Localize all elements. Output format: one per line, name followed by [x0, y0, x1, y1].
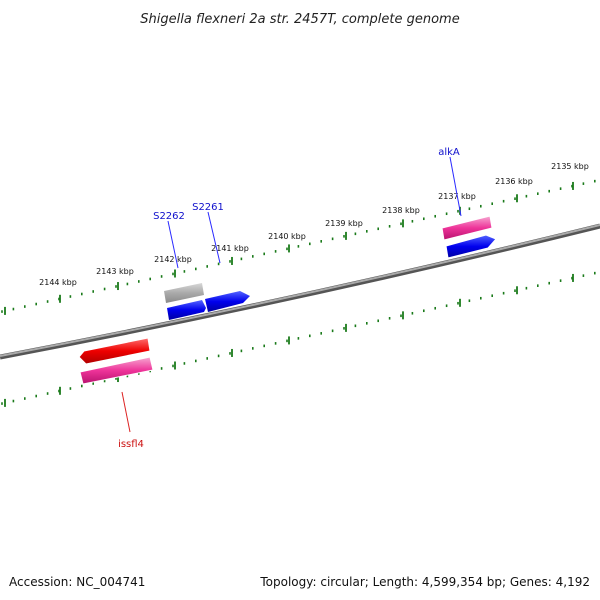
- map-title: Shigella flexneri 2a str. 2457T, complet…: [140, 12, 459, 27]
- feature-issfl4-red[interactable]: [78, 337, 151, 365]
- feature-S2262-blue[interactable]: [167, 300, 206, 320]
- feature-alkA-pink[interactable]: [441, 215, 493, 241]
- gene-label-S2261[interactable]: S2261: [192, 202, 224, 213]
- scale-label: 2141 kbp: [211, 244, 249, 253]
- topology-summary: Topology: circular; Length: 4,599,354 bp…: [259, 575, 590, 589]
- leader-line: [207, 211, 221, 264]
- gene-label-issfl4[interactable]: issfl4: [118, 439, 144, 450]
- scale-label: 2143 kbp: [96, 267, 134, 276]
- scale-label: 2136 kbp: [495, 177, 533, 186]
- gene-label-S2262[interactable]: S2262: [153, 211, 185, 222]
- feature-alkA-blue[interactable]: [445, 234, 497, 259]
- upper-ruler: [1, 179, 596, 315]
- genome-backbone: [0, 223, 600, 360]
- leader-line: [121, 391, 131, 433]
- leader-line: [449, 156, 462, 217]
- leader-line: [167, 220, 179, 269]
- scale-label: 2139 kbp: [325, 219, 363, 228]
- scale-label: 2138 kbp: [382, 206, 420, 215]
- scale-label: 2140 kbp: [268, 232, 306, 241]
- scale-label: 2142 kbp: [154, 255, 192, 264]
- accession-text: Accession: NC_004741: [9, 575, 145, 589]
- feature-S2261-blue[interactable]: [205, 291, 250, 312]
- scale-label: 2135 kbp: [551, 162, 589, 171]
- scale-label: 2144 kbp: [39, 278, 77, 287]
- feature-issfl4-pink[interactable]: [79, 356, 154, 385]
- genome-backbone-highlight: [0, 224, 600, 357]
- gene-label-alkA[interactable]: alkA: [438, 147, 460, 158]
- scale-labels: 2135 kbp 2136 kbp 2137 kbp 2138 kbp 2139…: [39, 162, 589, 287]
- feature-S2262-gray[interactable]: [164, 283, 204, 303]
